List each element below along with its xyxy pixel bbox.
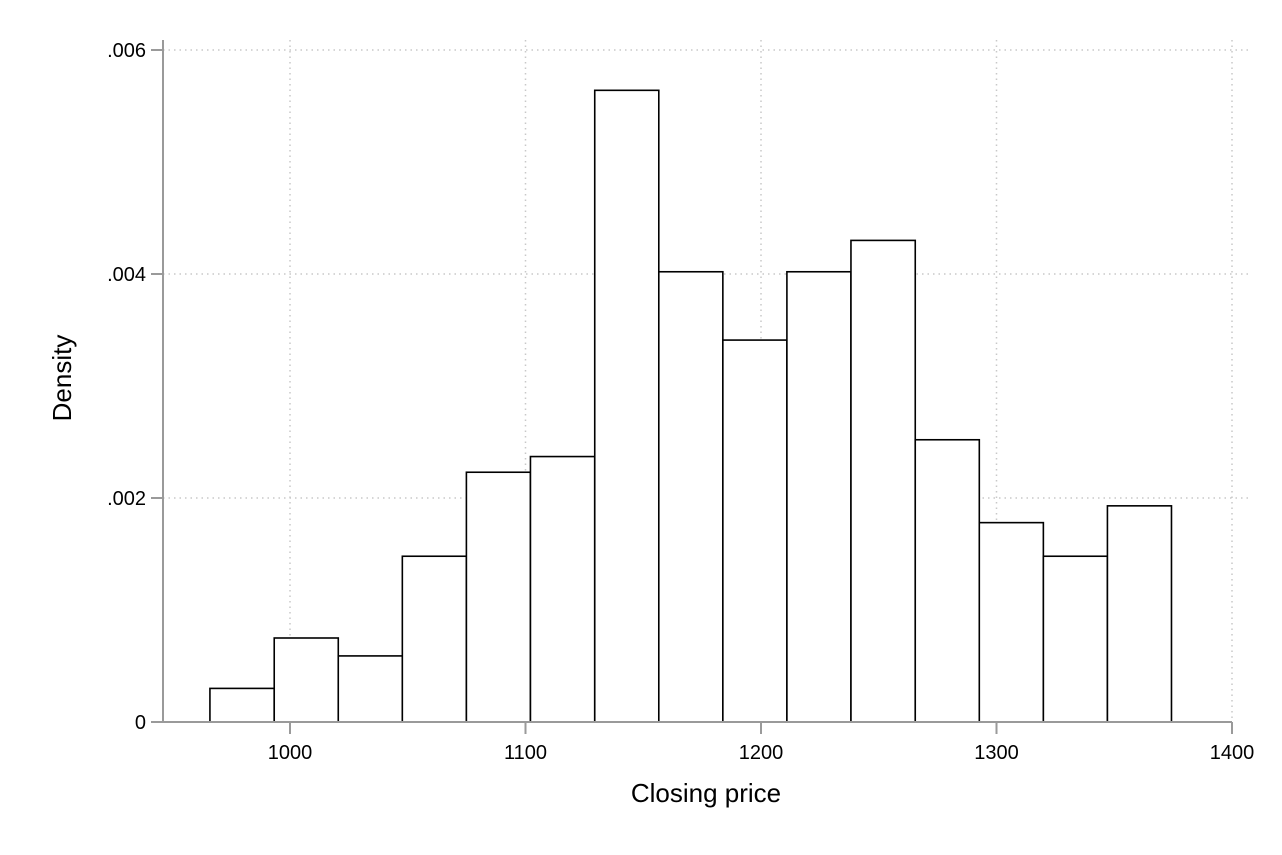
histogram-bar [1106,505,1173,723]
histogram-bar [465,471,532,723]
x-tick-label: 1400 [1210,742,1255,764]
histogram-bar [401,555,468,723]
histogram-bar [786,270,852,723]
histogram-bar [657,270,724,723]
tick-marks-and-labels: 0 .002 .004 .006 1000 1100 1200 1300 1400 [107,40,1254,764]
histogram-bar [1042,555,1109,723]
histogram-bar [209,687,276,723]
histogram-bar [722,339,788,723]
histogram-bar [978,521,1045,723]
y-tick-label: 0 [135,712,146,734]
y-tick-label: .004 [107,264,146,286]
y-tick-label: .006 [107,40,146,62]
histogram-bar [850,239,917,723]
x-tick-label: 1000 [268,742,313,764]
histogram-bar [273,637,340,723]
histogram-bar [337,655,404,723]
x-axis-title: Closing price [631,778,781,808]
x-tick-label: 1100 [504,742,547,764]
histogram-bar [914,438,981,723]
y-axis-title: Density [47,335,77,422]
histogram-bars [209,89,1173,723]
x-tick-label: 1200 [739,742,784,764]
axes [162,40,1232,723]
y-tick-label: .002 [107,488,146,510]
histogram-bar [529,455,596,723]
histogram-bar [593,89,660,723]
x-tick-label: 1300 [974,742,1019,764]
